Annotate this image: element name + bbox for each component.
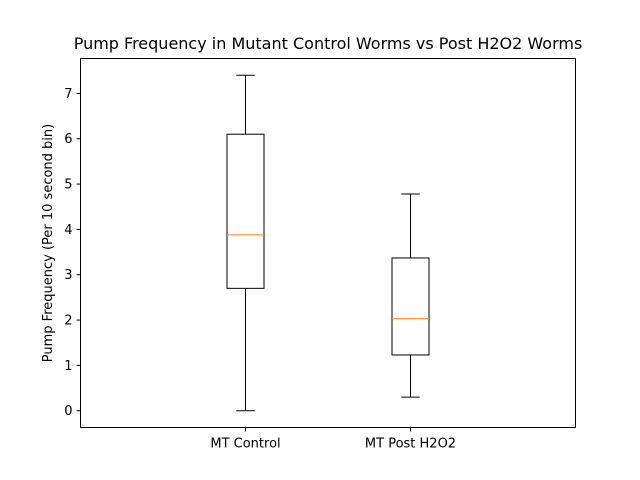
y-tick-label: 4	[64, 223, 72, 238]
y-tick-label: 7	[64, 87, 72, 102]
y-tick-label: 6	[64, 132, 72, 147]
x-tick-label: MT Control	[210, 437, 280, 452]
iqr-box	[391, 257, 430, 356]
box-plots	[226, 74, 430, 412]
plot-area-frame	[80, 58, 576, 428]
x-axis-ticks: MT Control MT Post H2O2	[210, 427, 456, 452]
y-tick-label: 3	[64, 268, 72, 283]
y-axis-label: Pump Frequency (Per 10 second bin)	[41, 124, 56, 362]
chart-title: Pump Frequency in Mutant Control Worms v…	[74, 34, 583, 53]
y-tick-label: 0	[64, 404, 72, 419]
box-plot-group	[391, 193, 430, 398]
y-tick-label: 5	[64, 178, 72, 193]
iqr-box	[226, 133, 265, 289]
box-plot-group	[226, 74, 265, 412]
x-tick-label: MT Post H2O2	[365, 437, 456, 452]
y-tick-label: 1	[64, 359, 72, 374]
y-axis-ticks: 0 1 2 3 4 5 6 7	[64, 87, 81, 419]
y-tick-label: 2	[64, 314, 72, 329]
